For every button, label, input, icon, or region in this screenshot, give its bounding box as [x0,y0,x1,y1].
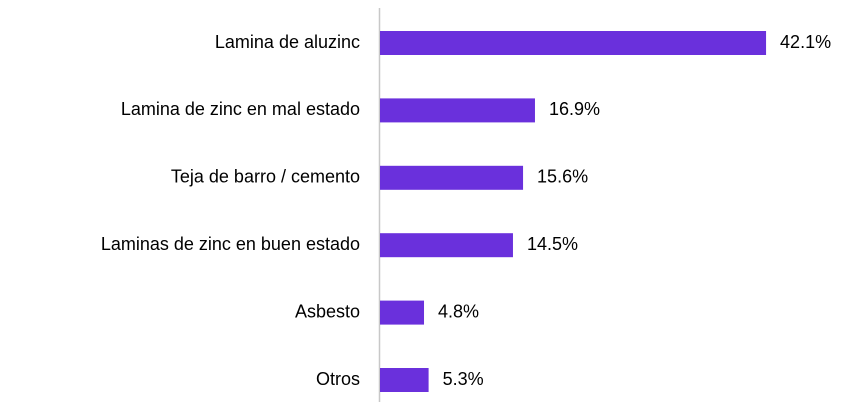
bar [380,233,513,258]
value-label: 16.9% [549,99,600,119]
value-label: 5.3% [443,369,484,389]
value-label: 14.5% [527,234,578,254]
bar [380,165,524,190]
category-label: Lamina de zinc en mal estado [121,99,360,119]
category-label: Lamina de aluzinc [215,32,360,52]
value-label: 42.1% [780,32,831,52]
category-label: Teja de barro / cemento [171,167,360,187]
value-label: 4.8% [438,301,479,321]
category-label: Otros [316,369,360,389]
bar [380,368,429,392]
value-label: 15.6% [537,167,588,187]
bar [380,98,535,123]
category-label: Laminas de zinc en buen estado [101,234,360,254]
bar [380,300,425,325]
bar [380,31,767,55]
category-label: Asbesto [295,301,360,321]
